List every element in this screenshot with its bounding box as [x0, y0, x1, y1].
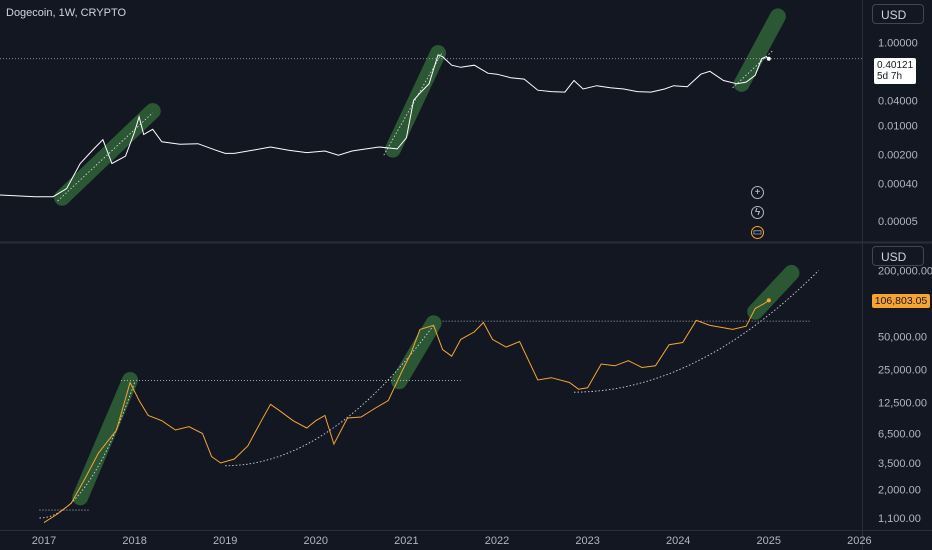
x-axis-tick-label: 2024 [666, 535, 690, 547]
cycle-highlight [54, 103, 161, 206]
trend-curve [39, 382, 136, 519]
cycle-highlight [733, 8, 786, 92]
doge-price-line [0, 54, 770, 198]
doge-price-value: 0.40121 [877, 60, 914, 71]
doge-countdown: 5d 7h [877, 71, 903, 82]
cycle-highlight [384, 45, 447, 158]
x-axis-tick-label: 2018 [122, 535, 146, 547]
btc-price-badge: 106,803.05 [872, 294, 930, 308]
cycle-highlight [72, 372, 139, 506]
x-axis-tick-label: 2026 [847, 535, 871, 547]
doge-price-badge: 0.40121 5d 7h [874, 58, 916, 84]
chart-thumbnail-icon[interactable]: ▭ [751, 226, 764, 239]
x-axis-tick-label: 2020 [304, 535, 328, 547]
x-axis-tick-label: 2022 [485, 535, 509, 547]
currency-selector-top[interactable]: USD [872, 4, 924, 24]
y-axis-tick-label: 3,500.00 [878, 458, 921, 470]
x-axis-tick-label: 2025 [757, 535, 781, 547]
y-axis-tick-label: 12,500.00 [878, 397, 927, 409]
x-axis-tick-label: 2017 [32, 535, 56, 547]
y-axis-tick-label: 25,000.00 [878, 364, 927, 376]
y-axis-tick-label: 1,100.00 [878, 513, 921, 525]
btc-pane: 200,000.00 50,000.00 25,000.00 12,500.00 6,5… [39, 264, 932, 525]
y-axis-tick-label: 0.00005 [878, 216, 918, 228]
cycle-highlight [391, 315, 442, 390]
btc-price-line [43, 299, 770, 524]
x-axis-tick-label: 2023 [575, 535, 599, 547]
lightning-icon[interactable]: ϟ [751, 206, 764, 219]
y-axis-tick-label: 0.00200 [878, 149, 918, 161]
y-axis-tick-label: 1.00000 [878, 37, 918, 49]
y-axis-tick-label: 6,500.00 [878, 429, 921, 441]
trend-curve [57, 112, 154, 202]
x-axis-tick-label: 2019 [213, 535, 237, 547]
last-price-dot [766, 56, 771, 61]
currency-selector-bottom[interactable]: USD [872, 246, 924, 266]
last-price-dot [766, 298, 771, 303]
trend-curve [573, 270, 819, 393]
plus-circle-icon[interactable]: + [751, 186, 764, 199]
y-axis-tick-label: 2,000.00 [878, 485, 921, 497]
symbol-title: Dogecoin, 1W, CRYPTO [6, 7, 127, 19]
y-axis-tick-label: 0.00040 [878, 178, 918, 190]
y-axis-tick-label: 0.01000 [878, 120, 918, 132]
x-axis-tick-label: 2021 [394, 535, 418, 547]
y-axis-tick-label: 50,000.00 [878, 331, 927, 343]
doge-pane: 4.000001.000000.040000.010000.002000.000… [0, 8, 918, 228]
y-axis-tick-label: 200,000.00 [878, 265, 932, 277]
y-axis-tick-label: 0.04000 [878, 95, 918, 107]
